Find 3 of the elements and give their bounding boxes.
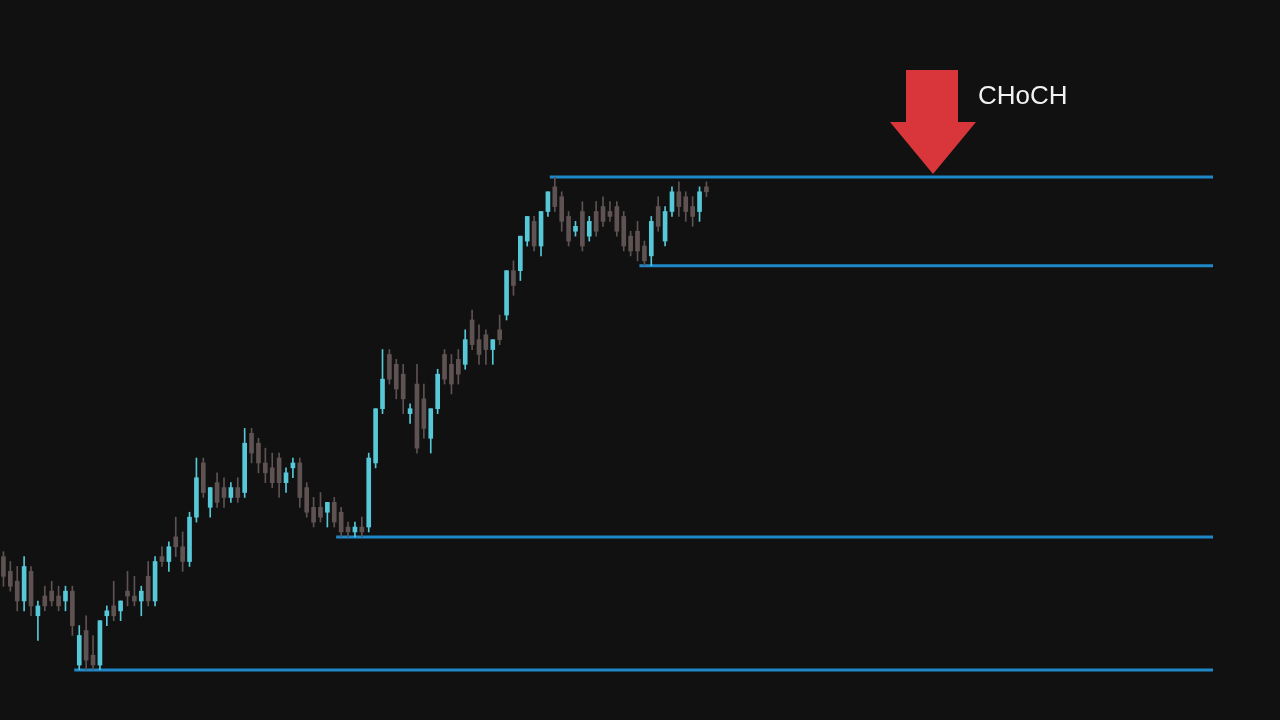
candlestick xyxy=(111,580,117,622)
candlestick xyxy=(173,516,179,557)
text: CHoCH xyxy=(978,80,1068,111)
